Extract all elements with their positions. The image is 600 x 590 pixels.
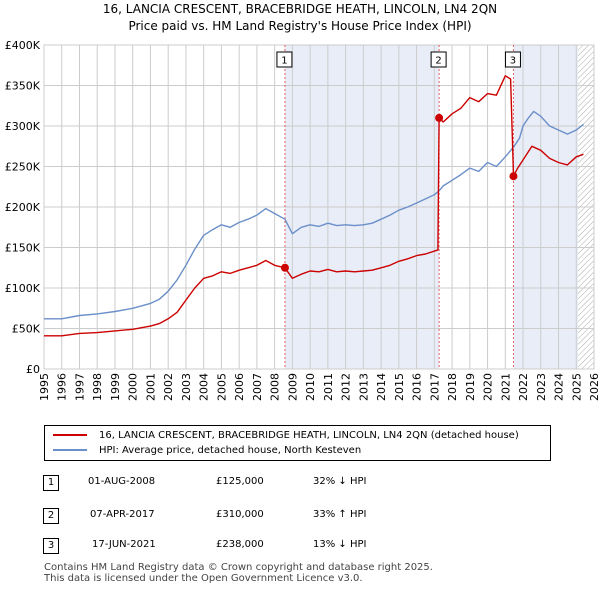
y-tick-label: £200K — [5, 201, 41, 214]
transaction-number: 3 — [43, 538, 59, 554]
transaction-number: 2 — [43, 508, 59, 524]
y-tick-label: £400K — [5, 39, 41, 52]
x-tick-label: 2021 — [499, 373, 512, 401]
x-axis-ticks: 1995 1996 1997 1998 1999 2000 2001 2002 2003 2004… — [38, 373, 600, 401]
chart-subtitle: Price paid vs. HM Land Registry's House … — [128, 19, 472, 33]
x-tick-label: 2019 — [464, 373, 477, 401]
y-tick-label: £0 — [26, 363, 40, 376]
y-tick-label: £150K — [5, 242, 41, 255]
legend-label-property: 16, LANCIA CRESCENT, BRACEBRIDGE HEATH, … — [99, 430, 519, 441]
x-tick-label: 2010 — [304, 373, 317, 401]
transaction-price: £125,000 — [216, 476, 264, 487]
legend-label-hpi: HPI: Average price, detached house, Nort… — [99, 445, 362, 456]
x-tick-label: 2013 — [357, 373, 370, 401]
transaction-date: 07-APR-2017 — [90, 509, 155, 520]
x-tick-label: 2004 — [198, 373, 211, 401]
x-tick-label: 2016 — [411, 373, 424, 401]
series-line-property — [44, 75, 584, 337]
x-tick-label: 2003 — [180, 373, 193, 401]
sale-marker-lines — [284, 45, 514, 369]
x-tick-label: 2007 — [251, 373, 264, 401]
y-tick-label: £300K — [5, 120, 41, 133]
transaction-date: 01-AUG-2008 — [88, 476, 156, 487]
x-tick-label: 1996 — [56, 373, 69, 401]
x-tick-label: 2015 — [393, 373, 406, 401]
legend-item-property: 16, LANCIA CRESCENT, BRACEBRIDGE HEATH, … — [53, 429, 519, 443]
sale-point — [435, 113, 444, 122]
sale-number-boxes: 1 2 3 — [276, 51, 521, 68]
sale-number-label: 2 — [435, 56, 441, 67]
x-tick-label: 2001 — [144, 373, 157, 401]
sale-number-label: 1 — [281, 56, 287, 67]
transaction-date: 17-JUN-2021 — [92, 539, 156, 550]
series-line-hpi — [44, 110, 584, 320]
x-tick-label: 2018 — [446, 373, 459, 401]
legend-swatch-hpi — [53, 449, 87, 451]
transaction-price: £238,000 — [216, 539, 264, 550]
x-tick-label: 2017 — [428, 373, 441, 401]
legend-item-hpi: HPI: Average price, detached house, Nort… — [53, 444, 361, 458]
sale-point — [280, 263, 289, 272]
sale-number-box — [430, 51, 447, 68]
y-tick-label: £350K — [5, 80, 41, 93]
plot-frame — [43, 44, 595, 370]
transaction-hpi-diff: 33% ↑ HPI — [313, 509, 367, 520]
x-tick-label: 2012 — [340, 373, 353, 401]
sale-number-box — [276, 51, 293, 68]
x-tick-label: 2005 — [215, 373, 228, 401]
transaction-number: 1 — [43, 475, 59, 491]
x-tick-label: 2014 — [375, 373, 388, 401]
x-tick-label: 1997 — [73, 373, 86, 401]
y-tick-label: £100K — [5, 282, 41, 295]
sale-number-label: 3 — [510, 56, 516, 67]
transaction-price: £310,000 — [216, 509, 264, 520]
x-tick-label: 2024 — [553, 373, 566, 401]
sale-number-box — [504, 51, 521, 68]
x-tick-label: 1999 — [109, 373, 122, 401]
legend: 16, LANCIA CRESCENT, BRACEBRIDGE HEATH, … — [44, 425, 551, 461]
x-tick-label: 1995 — [38, 373, 51, 401]
x-tick-label: 2009 — [286, 373, 299, 401]
x-tick-label: 2023 — [535, 373, 548, 401]
legend-swatch-property — [53, 434, 87, 436]
y-tick-label: £250K — [5, 161, 41, 174]
chart-title: 16, LANCIA CRESCENT, BRACEBRIDGE HEATH, … — [102, 2, 498, 16]
footer-licence: This data is licensed under the Open Gov… — [44, 573, 363, 584]
y-axis-ticks: £0 £50K £100K £150K £200K £250K £300K £350K £400… — [5, 39, 41, 376]
transaction-hpi-diff: 13% ↓ HPI — [313, 539, 367, 550]
x-tick-label: 2026 — [588, 373, 600, 401]
series-lines — [44, 75, 584, 337]
x-tick-label: 2008 — [269, 373, 282, 401]
price-chart: 1 2 3 £0 £50K £100K £150K £200K £250K £300K £350K… — [5, 39, 600, 401]
x-tick-label: 2006 — [233, 373, 246, 401]
x-tick-label: 2000 — [127, 373, 140, 401]
x-tick-label: 2002 — [162, 373, 175, 401]
transaction-hpi-diff: 32% ↓ HPI — [313, 476, 367, 487]
x-tick-label: 2025 — [570, 373, 583, 401]
sale-point — [509, 172, 518, 181]
footer-copyright: Contains HM Land Registry data © Crown c… — [44, 562, 433, 573]
x-tick-label: 1998 — [91, 373, 104, 401]
x-tick-label: 2022 — [517, 373, 530, 401]
sale-points — [280, 113, 518, 272]
x-tick-label: 2011 — [322, 373, 335, 401]
y-tick-label: £50K — [12, 323, 41, 336]
x-tick-label: 2020 — [482, 373, 495, 401]
